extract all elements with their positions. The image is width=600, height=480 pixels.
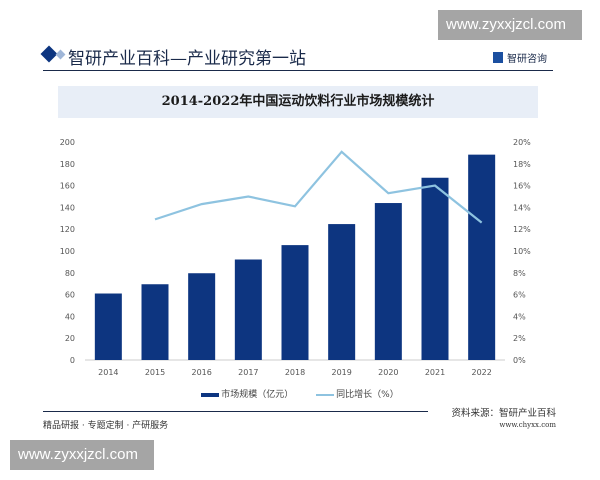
x-tick-label: 2022 [471, 368, 491, 377]
x-tick-label: 2019 [331, 368, 351, 377]
y2-tick-label: 14% [513, 203, 531, 212]
bar [188, 273, 216, 360]
brand-icon [493, 52, 503, 63]
x-tick-label: 2017 [238, 368, 258, 377]
legend-line-swatch [316, 393, 335, 396]
y-tick-label: 80 [65, 269, 75, 278]
chart-title: 2014-2022年中国运动饮料行业市场规模统计 [58, 86, 538, 118]
y-tick-label: 120 [60, 225, 75, 234]
bar [281, 245, 309, 360]
y-tick-label: 20 [65, 334, 75, 343]
x-tick-label: 2020 [378, 368, 398, 377]
footer-slogan: 精品研报 · 专题定制 · 产研服务 [43, 421, 169, 431]
legend-bar: 市场规模（亿元） [201, 387, 293, 400]
bar [374, 203, 402, 360]
y-tick-label: 200 [60, 138, 75, 147]
y-tick-label: 0 [70, 356, 75, 365]
y2-tick-label: 8% [513, 269, 526, 278]
watermark-top: www.zyxxjzcl.com [438, 10, 582, 40]
source-site: www.chyxx.com [499, 421, 556, 429]
x-tick-label: 2018 [285, 368, 305, 377]
y-tick-label: 60 [65, 291, 75, 300]
y2-tick-label: 6% [513, 291, 526, 300]
bar [421, 177, 449, 360]
source-note: 资料来源：智研产业百科 [451, 408, 556, 419]
y-tick-label: 100 [60, 247, 75, 256]
x-tick-label: 2016 [191, 368, 211, 377]
brand-logo: 智研咨询 [493, 50, 547, 65]
y-tick-label: 180 [60, 160, 75, 169]
watermark-bottom: www.zyxxjzcl.com [10, 440, 154, 470]
x-tick-label: 2021 [425, 368, 445, 377]
y2-tick-label: 12% [513, 225, 531, 234]
legend: 市场规模（亿元） 同比增长（%） [0, 387, 600, 400]
y2-tick-label: 0% [513, 356, 526, 365]
brand-name: 智研咨询 [507, 54, 547, 65]
y2-tick-label: 20% [513, 138, 531, 147]
footer-divider [43, 411, 428, 412]
header-divider [43, 70, 553, 71]
bar [468, 154, 496, 360]
bar [328, 224, 356, 360]
y2-tick-label: 10% [513, 247, 531, 256]
x-tick-label: 2014 [98, 368, 118, 377]
y2-tick-label: 2% [513, 334, 526, 343]
bar [94, 293, 122, 360]
growth-line [154, 150, 483, 224]
legend-bar-label: 市场规模（亿元） [221, 390, 294, 400]
y-tick-label: 140 [60, 203, 75, 212]
x-tick-label: 2015 [145, 368, 165, 377]
y2-tick-label: 18% [513, 160, 531, 169]
legend-line-label: 同比增长（%） [336, 390, 399, 400]
bar [234, 259, 262, 360]
y2-tick-label: 16% [513, 182, 531, 191]
legend-line: 同比增长（%） [316, 387, 399, 400]
y2-tick-label: 4% [513, 312, 526, 321]
y-tick-label: 160 [60, 182, 75, 191]
y-tick-label: 40 [65, 312, 75, 321]
bar [141, 284, 169, 360]
legend-bar-swatch [201, 392, 220, 397]
header-title: 智研产业百科—产业研究第一站 [68, 49, 306, 69]
